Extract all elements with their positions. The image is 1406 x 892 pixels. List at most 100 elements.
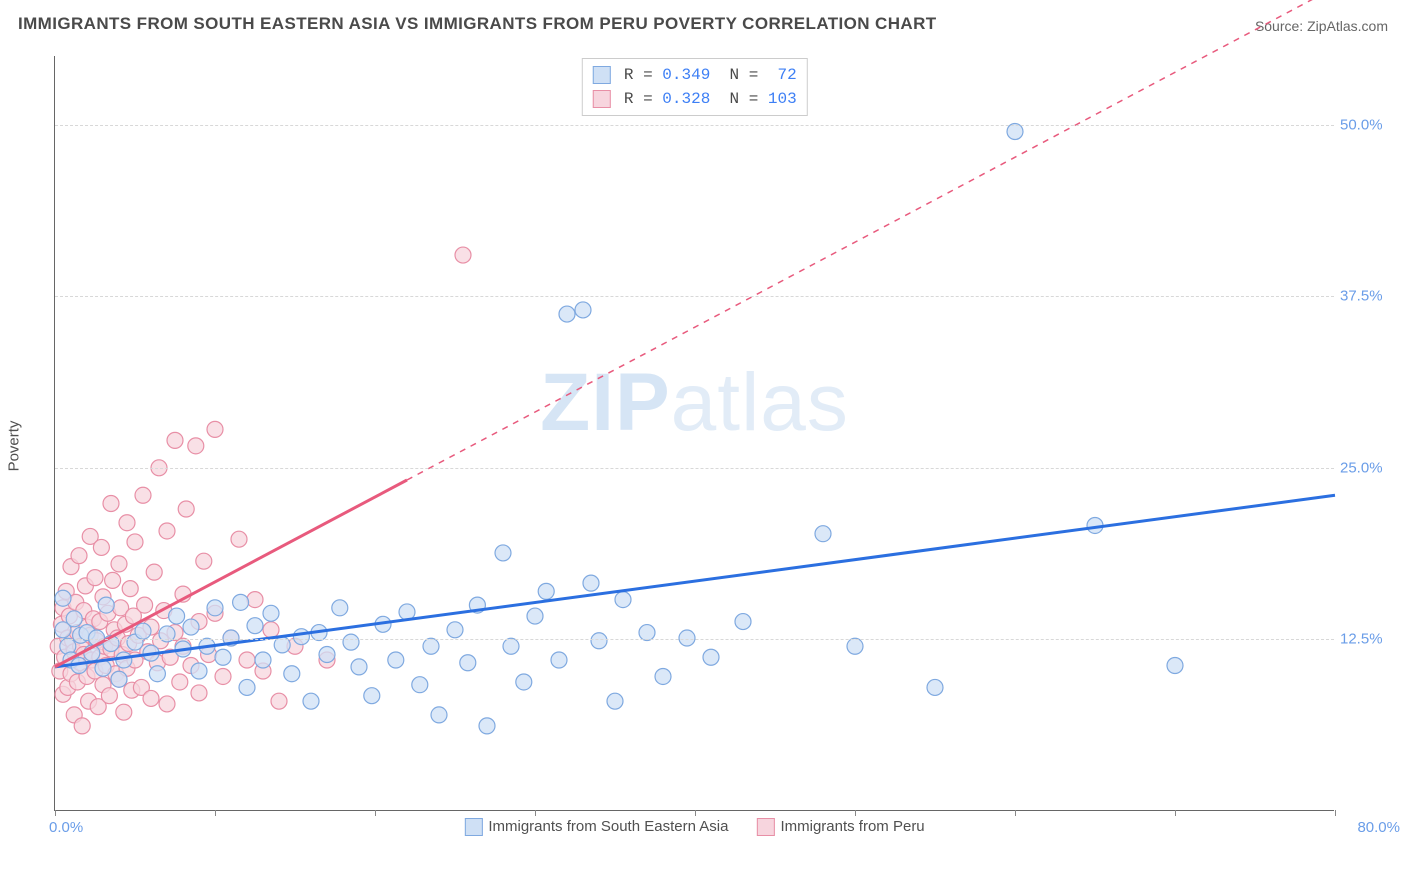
legend-stats: R = 0.328 N = 103	[614, 87, 796, 111]
legend-label: Immigrants from Peru	[780, 818, 924, 835]
data-point	[332, 600, 348, 616]
source-prefix: Source:	[1255, 18, 1307, 34]
data-point	[447, 622, 463, 638]
data-point	[639, 625, 655, 641]
data-point	[655, 668, 671, 684]
legend-swatch	[756, 818, 774, 836]
y-axis-label: Poverty	[6, 421, 23, 472]
data-point	[87, 570, 103, 586]
data-point	[111, 556, 127, 572]
data-point	[527, 608, 543, 624]
data-point	[207, 421, 223, 437]
data-point	[111, 671, 127, 687]
data-point	[196, 553, 212, 569]
legend-stats: R = 0.349 N = 72	[614, 63, 796, 87]
x-tick	[55, 810, 56, 816]
data-point	[319, 647, 335, 663]
data-point	[66, 611, 82, 627]
x-tick	[695, 810, 696, 816]
data-point	[927, 679, 943, 695]
data-point	[263, 622, 279, 638]
data-point	[146, 564, 162, 580]
correlation-legend: R = 0.349 N = 72 R = 0.328 N = 103	[581, 58, 807, 116]
data-point	[188, 438, 204, 454]
data-point	[215, 649, 231, 665]
data-point	[412, 677, 428, 693]
data-point	[575, 302, 591, 318]
data-point	[101, 688, 117, 704]
gridline	[55, 468, 1334, 469]
data-point	[551, 652, 567, 668]
data-point	[105, 572, 121, 588]
legend-swatch	[592, 66, 610, 84]
plot-area: ZIPatlas R = 0.349 N = 72 R = 0.328 N = …	[54, 56, 1334, 811]
data-point	[172, 674, 188, 690]
data-point	[116, 652, 132, 668]
data-point	[431, 707, 447, 723]
legend-swatch	[592, 90, 610, 108]
data-point	[679, 630, 695, 646]
data-point	[479, 718, 495, 734]
y-tick-label: 25.0%	[1340, 459, 1394, 476]
data-point	[293, 629, 309, 645]
source-name: ZipAtlas.com	[1307, 18, 1388, 34]
data-point	[135, 623, 151, 639]
data-point	[815, 526, 831, 542]
data-point	[247, 618, 263, 634]
y-tick-label: 37.5%	[1340, 288, 1394, 305]
x-axis-max-label: 80.0%	[1357, 819, 1400, 836]
data-point	[98, 597, 114, 613]
data-point	[263, 605, 279, 621]
data-point	[343, 634, 359, 650]
data-point	[364, 688, 380, 704]
legend-item: Immigrants from Peru	[756, 818, 924, 836]
data-point	[143, 690, 159, 706]
data-point	[1007, 124, 1023, 140]
data-point	[93, 539, 109, 555]
chart-header: IMMIGRANTS FROM SOUTH EASTERN ASIA VS IM…	[18, 14, 1388, 34]
data-point	[122, 581, 138, 597]
data-point	[183, 619, 199, 635]
x-tick	[215, 810, 216, 816]
data-point	[255, 652, 271, 668]
data-point	[231, 531, 247, 547]
data-point	[559, 306, 575, 322]
x-tick	[855, 810, 856, 816]
data-point	[103, 496, 119, 512]
data-point	[191, 685, 207, 701]
data-point	[388, 652, 404, 668]
scatter-plot-svg	[55, 56, 1334, 810]
x-tick	[375, 810, 376, 816]
y-tick-label: 50.0%	[1340, 116, 1394, 133]
data-point	[55, 590, 71, 606]
data-point	[583, 575, 599, 591]
data-point	[455, 247, 471, 263]
legend-row: R = 0.349 N = 72	[592, 63, 796, 87]
data-point	[116, 704, 132, 720]
data-point	[303, 693, 319, 709]
x-tick	[1335, 810, 1336, 816]
data-point	[233, 594, 249, 610]
data-point	[538, 583, 554, 599]
data-point	[460, 655, 476, 671]
data-point	[127, 534, 143, 550]
x-tick	[535, 810, 536, 816]
data-point	[207, 600, 223, 616]
data-point	[495, 545, 511, 561]
x-axis-min-label: 0.0%	[49, 819, 83, 836]
series-legend: Immigrants from South Eastern AsiaImmigr…	[464, 818, 924, 836]
chart-title: IMMIGRANTS FROM SOUTH EASTERN ASIA VS IM…	[18, 14, 937, 34]
data-point	[149, 666, 165, 682]
y-tick-label: 12.5%	[1340, 631, 1394, 648]
gridline	[55, 125, 1334, 126]
data-point	[607, 693, 623, 709]
data-point	[516, 674, 532, 690]
source-attribution: Source: ZipAtlas.com	[1255, 18, 1388, 34]
gridline	[55, 296, 1334, 297]
data-point	[178, 501, 194, 517]
data-point	[423, 638, 439, 654]
data-point	[159, 523, 175, 539]
data-point	[284, 666, 300, 682]
data-point	[703, 649, 719, 665]
data-point	[239, 679, 255, 695]
